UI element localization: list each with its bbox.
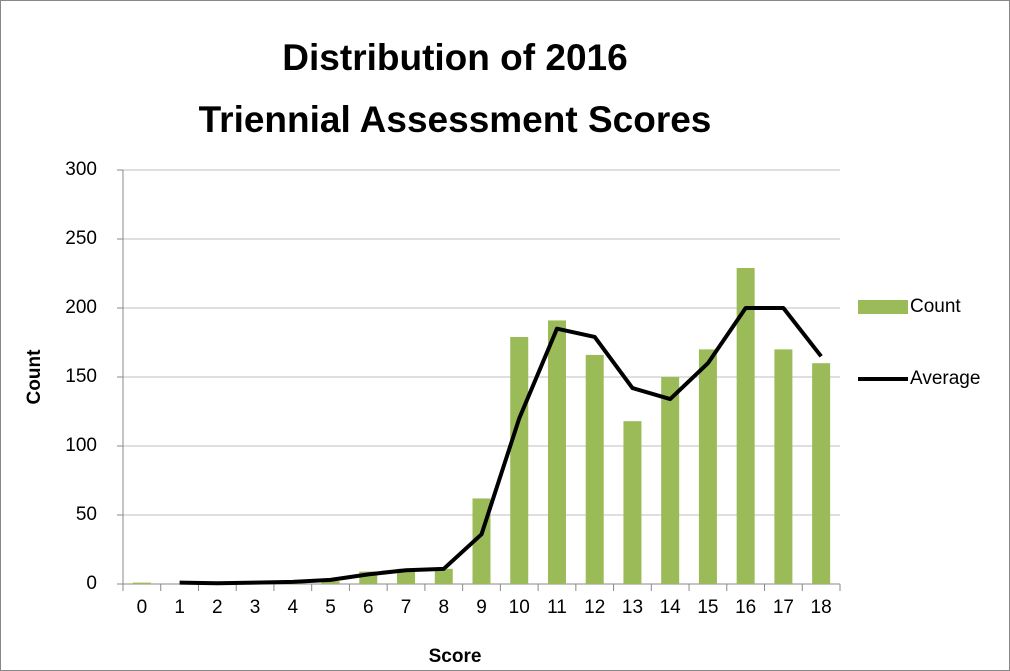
x-tick-label: 0: [137, 597, 148, 618]
bar: [623, 421, 642, 584]
x-tick-label: 8: [438, 597, 449, 618]
x-tick-label: 1: [174, 597, 185, 618]
y-tick-label: 250: [65, 228, 97, 249]
bar: [585, 354, 604, 584]
y-tick-label: 300: [65, 159, 97, 180]
x-tick-label: 5: [325, 597, 336, 618]
y-tick-label: 200: [65, 297, 97, 318]
bar: [434, 568, 453, 584]
bar: [661, 377, 680, 584]
x-axis-label: Score: [429, 646, 482, 667]
bar: [132, 582, 151, 584]
line: [179, 306, 823, 586]
y-axis-label: Count: [24, 349, 45, 405]
legend-label: Count: [910, 296, 961, 317]
y-tick-label: 50: [76, 504, 97, 525]
bar: [547, 320, 566, 584]
chart-title: Triennial Assessment Scores: [199, 99, 712, 140]
x-tick-label: 18: [811, 597, 832, 618]
y-tick-label: 0: [86, 573, 97, 594]
legend-swatch: [858, 300, 908, 314]
bar: [736, 267, 755, 584]
y-tick-label: 100: [65, 435, 97, 456]
legend-label: Average: [910, 368, 980, 389]
bar: [321, 581, 340, 584]
x-tick-label: 3: [250, 597, 261, 618]
x-tick-label: 10: [509, 597, 530, 618]
x-tick-label: 6: [363, 597, 374, 618]
bar: [812, 363, 831, 584]
bar: [698, 349, 717, 584]
x-tick-label: 13: [622, 597, 643, 618]
bar: [510, 336, 529, 584]
x-tick-label: 2: [212, 597, 223, 618]
x-tick-label: 7: [401, 597, 412, 618]
x-tick-label: 11: [547, 597, 567, 618]
bar: [774, 349, 793, 584]
y-tick-label: 150: [65, 366, 97, 387]
x-tick-label: 12: [584, 597, 605, 618]
x-tick-label: 16: [735, 597, 756, 618]
chart-title: Distribution of 2016: [282, 37, 627, 78]
x-tick-label: 9: [476, 597, 487, 618]
x-tick-label: 4: [288, 597, 299, 618]
x-tick-label: 17: [773, 597, 794, 618]
x-tick-label: 15: [697, 597, 718, 618]
x-tick-label: 14: [660, 597, 682, 618]
